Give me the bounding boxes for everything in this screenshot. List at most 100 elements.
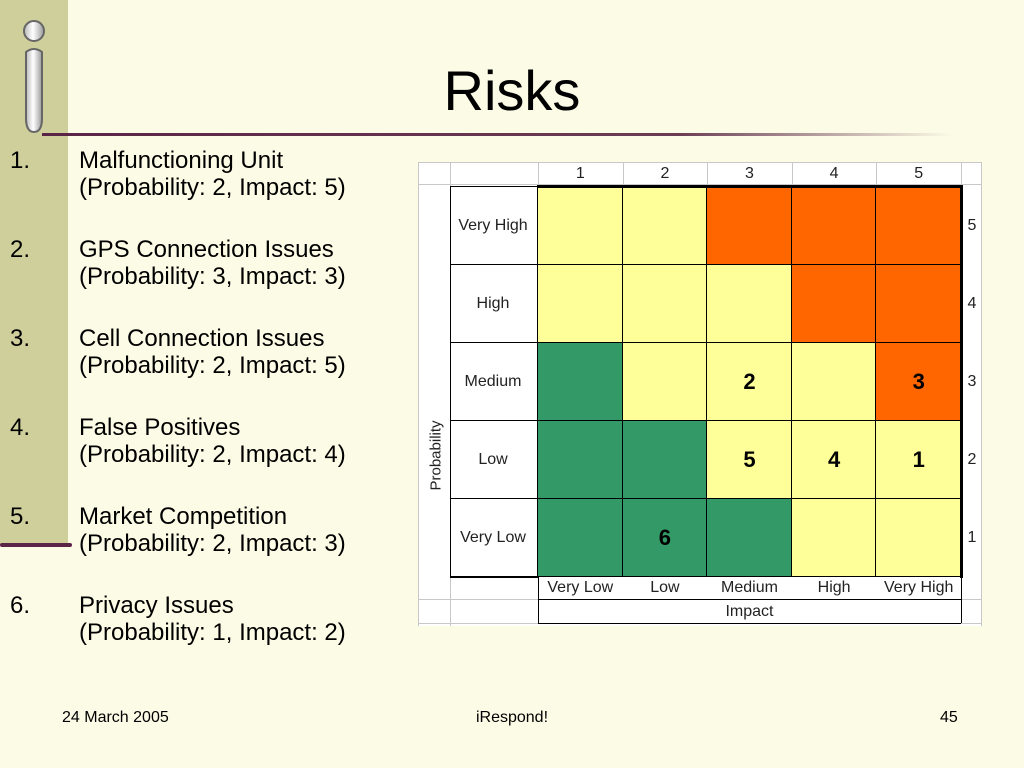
row-number: 2 [967, 451, 977, 468]
probability-level-label: Medium [464, 373, 522, 390]
matrix-gridline [538, 576, 961, 577]
matrix-cell [622, 499, 708, 577]
list-item: 5. Market Competition (Probability: 2, I… [10, 503, 410, 557]
row-number: 1 [967, 529, 977, 546]
sheet-gridline [418, 162, 419, 626]
risk-detail: (Probability: 1, Impact: 2) [79, 619, 346, 646]
matrix-cell [791, 187, 877, 265]
matrix-cell [707, 265, 792, 343]
impact-row-line [538, 599, 961, 600]
matrix-cell [876, 421, 961, 499]
probability-level-label: Low [478, 451, 508, 468]
sheet-gridline [981, 162, 982, 626]
row-number: 3 [967, 373, 977, 390]
matrix-cell [876, 499, 961, 577]
risk-list: 1. Malfunctioning Unit (Probability: 2, … [10, 147, 410, 681]
footer-date: 24 March 2005 [62, 709, 169, 726]
info-i-logo-icon [23, 20, 45, 134]
matrix-gridline [706, 187, 708, 577]
matrix-cell [622, 265, 708, 343]
list-number: 2. [10, 236, 31, 263]
risk-marker: 5 [743, 447, 756, 472]
probability-level-label: Very High [458, 217, 528, 234]
page-number: 45 [940, 709, 958, 726]
row-number: 5 [967, 217, 977, 234]
impact-level-label: Low [650, 579, 680, 596]
matrix-cell [622, 421, 708, 499]
matrix-cell [622, 343, 708, 421]
matrix-gridline [537, 187, 538, 577]
sheet-gridline [622, 162, 624, 187]
impact-axis-label: Impact [725, 603, 774, 620]
matrix-cell [791, 343, 877, 421]
risk-marker: 2 [743, 369, 756, 394]
sheet-gridline [418, 184, 982, 185]
risk-name: False Positives [79, 414, 241, 441]
label-column-line [450, 577, 538, 578]
sheet-gridline [538, 162, 539, 187]
risk-detail: (Probability: 2, Impact: 5) [79, 352, 346, 379]
matrix-cell [791, 499, 877, 577]
footer-title: iRespond! [475, 709, 549, 726]
impact-row-line [961, 577, 962, 623]
matrix-cell [622, 187, 708, 265]
title-underline [42, 133, 952, 136]
matrix-cell [791, 421, 877, 499]
matrix-cell [707, 343, 792, 421]
matrix-gridline [875, 187, 877, 577]
matrix-cell [538, 265, 623, 343]
list-number: 6. [10, 592, 31, 619]
sheet-gridline [961, 162, 962, 187]
matrix-cell [707, 499, 792, 577]
risk-name: Privacy Issues [79, 592, 234, 619]
list-number: 4. [10, 414, 31, 441]
matrix-cell [707, 187, 792, 265]
risk-detail: (Probability: 2, Impact: 5) [79, 174, 346, 201]
matrix-gridline [538, 498, 961, 499]
matrix-gridline [621, 187, 623, 577]
list-item: 4. False Positives (Probability: 2, Impa… [10, 414, 410, 468]
matrix-cell [538, 343, 623, 421]
matrix-cell [538, 421, 623, 499]
list-number: 1. [10, 147, 31, 174]
risk-detail: (Probability: 3, Impact: 3) [79, 263, 346, 290]
matrix-gridline [538, 420, 961, 421]
probability-level-label: High [476, 295, 510, 312]
list-item: 6. Privacy Issues (Probability: 1, Impac… [10, 592, 410, 646]
matrix-frame [537, 185, 963, 188]
matrix-cell [876, 265, 961, 343]
matrix-gridline [538, 264, 961, 265]
list-item: 2. GPS Connection Issues (Probability: 3… [10, 236, 410, 290]
impact-level-label: Very High [884, 579, 954, 596]
matrix-cell [876, 343, 961, 421]
matrix-gridline [538, 342, 961, 343]
label-row-line [450, 498, 538, 499]
sheet-gridline [791, 162, 793, 187]
impact-level-label: Medium [721, 579, 778, 596]
sheet-gridline [707, 162, 709, 187]
risk-name: Malfunctioning Unit [79, 147, 284, 174]
risk-name: Cell Connection Issues [79, 325, 325, 352]
label-row-line [450, 576, 538, 577]
impact-row-line [538, 623, 961, 624]
risk-marker: 4 [827, 447, 841, 472]
risk-marker: 6 [658, 525, 672, 550]
column-number: 5 [914, 165, 924, 182]
impact-row-line [538, 577, 539, 623]
label-row-line [450, 186, 538, 187]
matrix-gridline [790, 187, 792, 577]
risk-marker: 3 [912, 369, 925, 394]
matrix-cell [538, 187, 623, 265]
sidebar-accent-line [0, 543, 72, 547]
matrix-frame [960, 185, 963, 578]
matrix-cell [707, 421, 792, 499]
matrix-cell [538, 499, 623, 577]
label-row-line [450, 264, 538, 265]
matrix-cell [876, 187, 961, 265]
impact-level-label: Very Low [547, 579, 614, 596]
column-number: 3 [745, 165, 754, 182]
matrix-cell [791, 265, 877, 343]
column-number: 2 [660, 165, 670, 182]
risk-detail: (Probability: 2, Impact: 3) [79, 530, 346, 557]
row-number: 4 [967, 295, 977, 312]
